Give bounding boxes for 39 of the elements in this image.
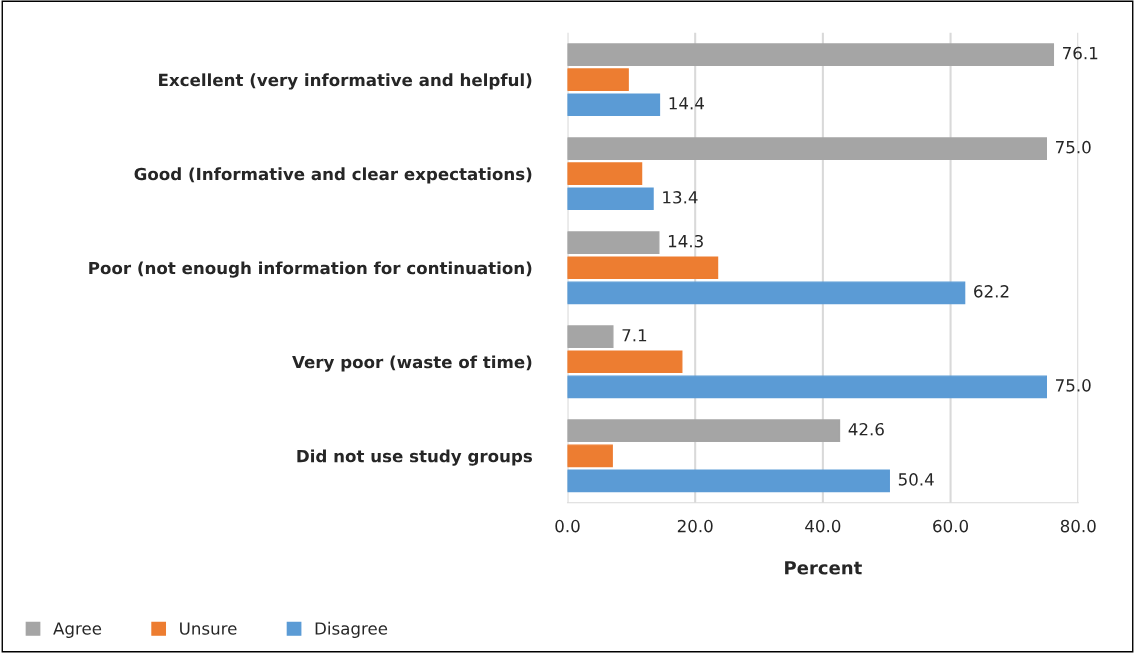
data-label: 76.1 <box>1063 46 1098 60</box>
y-tick-label: Did not use study groups <box>297 449 532 466</box>
y-tick-label: Very poor (waste of time) <box>292 355 532 372</box>
x-tick-label: 20.0 <box>677 519 713 533</box>
bar <box>567 325 614 349</box>
data-label: 75.0 <box>1056 379 1091 392</box>
bar <box>567 137 1048 160</box>
legend-label: Unsure <box>180 622 237 635</box>
y-tick-label: Excellent (very informative and helpful) <box>159 73 532 90</box>
y-tick-label: Good (Informative and clear expectations) <box>134 167 532 184</box>
data-label: 7.1 <box>622 329 647 342</box>
bar <box>567 375 1048 399</box>
bar <box>567 419 841 443</box>
legend-label: Disagree <box>315 621 388 638</box>
bar <box>567 162 643 186</box>
data-label: 14.3 <box>668 234 703 248</box>
bar <box>567 256 719 280</box>
data-label: 14.4 <box>669 97 704 110</box>
legend-label: Agree <box>53 622 102 638</box>
x-tick-label: 0.0 <box>555 519 580 533</box>
bar <box>567 469 890 493</box>
data-label: 62.2 <box>974 285 1009 298</box>
x-tick-label: 40.0 <box>805 519 841 533</box>
bar <box>567 231 660 255</box>
x-axis-title: Percent <box>785 561 862 575</box>
data-label: 13.4 <box>663 191 698 204</box>
bar <box>567 281 966 305</box>
x-tick-label: 60.0 <box>933 519 969 533</box>
data-label: 50.4 <box>898 473 934 486</box>
bar <box>567 187 654 211</box>
bar <box>567 93 661 117</box>
bar <box>567 444 613 468</box>
data-label: 42.6 <box>848 422 884 436</box>
bar <box>567 68 629 92</box>
data-label: 75.0 <box>1056 140 1091 154</box>
y-tick-label: Poor (not enough information for continuation) <box>89 261 532 278</box>
bar <box>567 350 683 374</box>
bar <box>567 43 1055 66</box>
x-tick-label: 80.0 <box>1060 519 1096 533</box>
